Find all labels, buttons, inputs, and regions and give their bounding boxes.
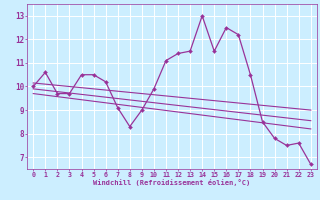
X-axis label: Windchill (Refroidissement éolien,°C): Windchill (Refroidissement éolien,°C) <box>93 179 251 186</box>
